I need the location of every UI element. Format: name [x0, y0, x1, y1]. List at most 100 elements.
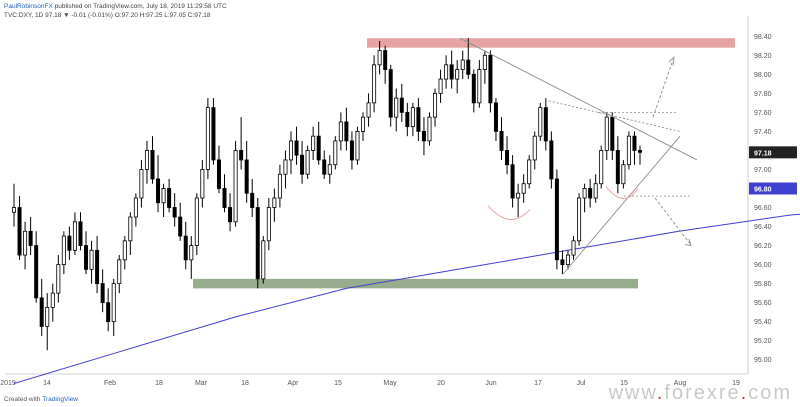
- candle-body: [178, 216, 183, 237]
- forexre-watermark: www.forexre.com: [608, 382, 792, 404]
- candle-body: [338, 121, 343, 142]
- candle-body: [150, 150, 155, 180]
- candle-body: [532, 135, 537, 161]
- candle-body: [23, 230, 28, 256]
- x-tick-label: Jun: [485, 380, 496, 387]
- candle-body: [615, 150, 620, 185]
- candle-body: [333, 140, 338, 166]
- candle-body: [189, 245, 194, 261]
- candle-body: [421, 131, 426, 142]
- candle-body: [288, 140, 293, 161]
- projection-up-line: [652, 59, 674, 118]
- author-link[interactable]: PaulRobinsonFX: [4, 3, 53, 10]
- candle-body: [156, 178, 161, 204]
- candle-body: [222, 188, 227, 208]
- candle-body: [139, 169, 144, 199]
- last-price-label: 97.18: [754, 150, 772, 157]
- candle-body: [399, 97, 404, 113]
- x-tick-label: 2019: [0, 380, 16, 387]
- y-tick-label: 95.20: [754, 338, 772, 345]
- candle-body: [554, 178, 559, 261]
- candle-body: [67, 235, 72, 251]
- candle-body: [626, 135, 631, 166]
- candle-body: [588, 188, 593, 199]
- x-tick-label: 18: [155, 380, 163, 387]
- candle-body: [499, 131, 504, 151]
- candle-body: [571, 240, 576, 256]
- published-text: published on TradingView.com, July 18, 2…: [54, 3, 227, 10]
- y-tick-label: 96.00: [754, 262, 772, 269]
- candle-body: [488, 54, 493, 104]
- ma-price-tag: [749, 182, 797, 195]
- candle-body: [95, 249, 100, 285]
- candle-body: [377, 50, 382, 66]
- candle-body: [266, 207, 271, 242]
- candle-body: [577, 197, 582, 242]
- candle-body: [167, 188, 172, 208]
- projection-down-arrow: [684, 238, 692, 247]
- candle-body: [34, 245, 39, 299]
- x-tick-label: 15: [620, 380, 628, 387]
- candle-body: [433, 92, 438, 118]
- candle-body: [239, 150, 244, 161]
- y-tick-label: 95.80: [754, 281, 772, 288]
- candle-body: [599, 150, 604, 185]
- x-tick-label: Feb: [104, 380, 116, 387]
- candle-body: [122, 240, 127, 261]
- candle-body: [144, 150, 149, 170]
- candle-body: [28, 230, 33, 246]
- x-tick-label: Mar: [195, 380, 208, 387]
- candle-body: [233, 150, 238, 223]
- x-tick-label: 15: [334, 380, 342, 387]
- candle-body: [455, 69, 460, 80]
- y-tick-label: 97.40: [754, 129, 772, 136]
- x-tick-label: Aug: [674, 380, 687, 387]
- x-tick-label: 14: [43, 380, 51, 387]
- candle-body: [466, 59, 471, 75]
- candle-body: [277, 173, 282, 199]
- x-tick-label: Apr: [288, 380, 300, 387]
- symbol-label: TVC:DXY, 1D: [4, 12, 44, 19]
- candle-body: [200, 169, 205, 199]
- candle-body: [327, 164, 332, 175]
- tradingview-logo[interactable]: TradingView: [42, 396, 78, 403]
- resistance-zone: [367, 38, 735, 48]
- candle-body: [582, 188, 587, 199]
- last-price-tag: [749, 146, 797, 159]
- symbol-header: TVC:DXY, 1D 97.18 ▼ -0.01 (-0.01%) O:97.…: [4, 12, 211, 19]
- y-tick-label: 95.40: [754, 319, 772, 326]
- ma-price-label: 96.80: [754, 186, 772, 193]
- y-tick-label: 98.40: [754, 34, 772, 41]
- highlight-arc-left: [487, 205, 531, 220]
- candle-body: [505, 150, 510, 166]
- candle-body: [538, 107, 543, 137]
- candle-body: [305, 150, 310, 175]
- candle-body: [255, 207, 260, 280]
- y-tick-label: 96.20: [754, 243, 772, 250]
- y-tick-label: 97.00: [754, 167, 772, 174]
- candle-body: [416, 107, 421, 132]
- candle-body: [133, 197, 138, 218]
- candle-body: [111, 283, 116, 323]
- candle-body: [84, 245, 89, 270]
- candle-body: [543, 107, 548, 142]
- candle-body: [521, 183, 526, 194]
- candle-body: [405, 111, 410, 128]
- candle-body: [294, 140, 299, 156]
- candle-body: [106, 302, 111, 323]
- candle-body: [39, 297, 44, 327]
- candle-body: [493, 102, 498, 132]
- footer-credit: Created with TradingView: [4, 396, 78, 403]
- watermark-name: forexre: [664, 382, 741, 404]
- candle-body: [388, 69, 393, 118]
- publish-header: PaulRobinsonFX published on TradingView.…: [4, 3, 227, 10]
- candle-body: [322, 159, 327, 175]
- candle-body: [549, 140, 554, 180]
- candle-body: [311, 135, 316, 151]
- candle-body: [632, 135, 637, 151]
- candle-body: [593, 183, 598, 199]
- candle-body: [261, 240, 266, 280]
- candle-body: [516, 192, 521, 199]
